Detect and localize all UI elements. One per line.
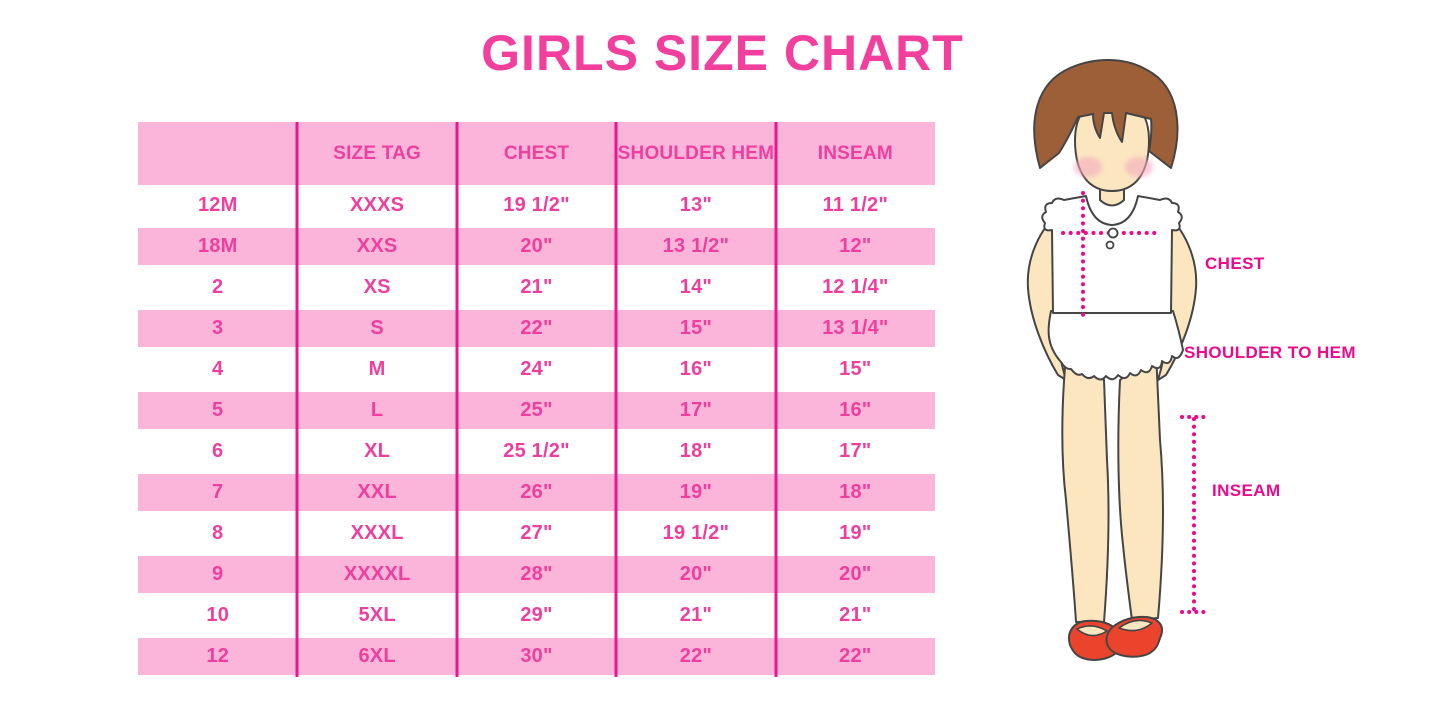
table-header-row: SIZE TAG CHEST SHOULDER HEM INSEAM — [138, 122, 935, 185]
table-cell: XXXXL — [343, 563, 411, 585]
table-cell: 22" — [520, 317, 553, 339]
table-cell: 19 1/2" — [662, 522, 730, 544]
girl-top-buttons — [1105, 227, 1119, 250]
girl-hair — [1033, 59, 1179, 169]
table-cell: 13 1/4" — [822, 317, 889, 339]
table-row: 10 5XL 29" 21" 21" — [138, 595, 935, 636]
table-cell: 12 1/4" — [822, 276, 889, 298]
table-cell: 4 — [212, 358, 224, 380]
table-cell: 13" — [679, 194, 713, 216]
table-row: 7 XXL 26" 19" 18" — [138, 472, 935, 513]
table-cell: 13 1/2" — [662, 235, 730, 257]
table-cell: 12M — [197, 194, 238, 216]
table-cell: 30" — [520, 645, 553, 667]
table-cell: 12" — [839, 235, 872, 257]
table-cell — [138, 122, 297, 185]
table-cell: 19" — [679, 481, 713, 503]
table-cell: 3 — [212, 317, 224, 339]
inseam-measure-line — [1180, 415, 1208, 614]
table-cell: 8 — [212, 522, 224, 544]
table-cell: 7 — [212, 481, 224, 503]
table-row: 9 XXXXL 28" 20" 20" — [138, 554, 935, 595]
table-cell: 20" — [520, 235, 553, 257]
table-cell: SIZE TAG — [333, 142, 422, 164]
table-cell: 16" — [679, 358, 713, 380]
chest-label: CHEST — [1205, 254, 1265, 273]
girl-blush — [1074, 157, 1153, 177]
table-cell: 24" — [520, 358, 553, 380]
table-row: 4 M 24" 16" 15" — [138, 349, 935, 390]
table-cell: 20" — [679, 563, 713, 585]
size-chart-table: SIZE TAG CHEST SHOULDER HEM INSEAM 12M XXXS 19… — [138, 122, 935, 677]
table-row: 5 L 25" 17" 16" — [138, 390, 935, 431]
table-cell: 6XL — [358, 645, 396, 667]
table-row: 8 XXXL 27" 19 1/2" 19" — [138, 513, 935, 554]
table-cell: 10 — [206, 604, 230, 626]
girl-skirt — [1047, 310, 1184, 381]
table-cell: M — [368, 358, 386, 380]
shoulder-to-hem-label: SHOULDER TO HEM — [1184, 343, 1356, 362]
table-cell: XL — [364, 440, 391, 462]
table-cell: S — [370, 317, 384, 339]
table-cell: 6 — [212, 440, 224, 462]
table-cell: 14" — [679, 276, 713, 298]
table-cell: XXS — [356, 235, 398, 257]
table-cell: 22" — [679, 645, 713, 667]
girl-shoes — [1068, 615, 1164, 661]
table-cell: 17" — [839, 440, 872, 462]
table-cell: 18" — [679, 440, 713, 462]
girl-top — [1041, 195, 1183, 314]
table-cell: 18M — [197, 235, 238, 257]
table-cell: 11 1/2" — [822, 194, 889, 216]
table-cell: L — [370, 399, 384, 421]
page-title: GIRLS SIZE CHART — [481, 25, 964, 81]
table-row: 6 XL 25 1/2" 18" 17" — [138, 431, 935, 472]
column-divider — [774, 122, 778, 677]
table-row: 18M XXS 20" 13 1/2" 12" — [138, 226, 935, 267]
table-cell: SHOULDER HEM — [617, 142, 775, 164]
table-cell: 20" — [839, 563, 872, 585]
table-cell: 15" — [839, 358, 872, 380]
table-cell: 5XL — [358, 604, 396, 626]
column-divider — [455, 122, 459, 677]
table-cell: 12 — [206, 645, 230, 667]
table-cell: 25" — [520, 399, 553, 421]
table-cell: 16" — [839, 399, 872, 421]
table-cell: 28" — [520, 563, 553, 585]
table-cell: 9 — [212, 563, 224, 585]
table-cell: 21" — [520, 276, 553, 298]
table-cell: 26" — [520, 481, 553, 503]
table-cell: XXXS — [350, 194, 405, 216]
table-cell: 25 1/2" — [503, 440, 570, 462]
measurement-diagram: CHEST SHOULDER TO HEM INSEAM — [990, 55, 1445, 723]
table-cell: 27" — [520, 522, 553, 544]
table-cell: 21" — [679, 604, 713, 626]
girl-legs — [1061, 351, 1164, 623]
table-cell: XXL — [357, 481, 397, 503]
table-cell: 2 — [212, 276, 224, 298]
table-cell: CHEST — [503, 142, 570, 164]
table-row: 12 6XL 30" 22" 22" — [138, 636, 935, 677]
table-cell: XS — [363, 276, 391, 298]
table-cell: XXXL — [350, 522, 404, 544]
table-row: 12M XXXS 19 1/2" 13" 11 1/2" — [138, 185, 935, 226]
table-cell: 19" — [839, 522, 872, 544]
table-cell: 21" — [839, 604, 872, 626]
girl-illustration — [1026, 59, 1208, 661]
column-divider — [614, 122, 618, 677]
table-cell: 29" — [520, 604, 553, 626]
table-row: 3 S 22" 15" 13 1/4" — [138, 308, 935, 349]
table-cell: 19 1/2" — [503, 194, 570, 216]
table-cell: 5 — [212, 399, 224, 421]
table-cell: 18" — [839, 481, 872, 503]
inseam-label: INSEAM — [1212, 481, 1281, 500]
table-row: 2 XS 21" 14" 12 1/4" — [138, 267, 935, 308]
table-cell: 17" — [679, 399, 713, 421]
table-cell: 22" — [839, 645, 872, 667]
table-cell: INSEAM — [817, 142, 893, 164]
table-cell: 15" — [679, 317, 713, 339]
column-divider — [295, 122, 299, 677]
